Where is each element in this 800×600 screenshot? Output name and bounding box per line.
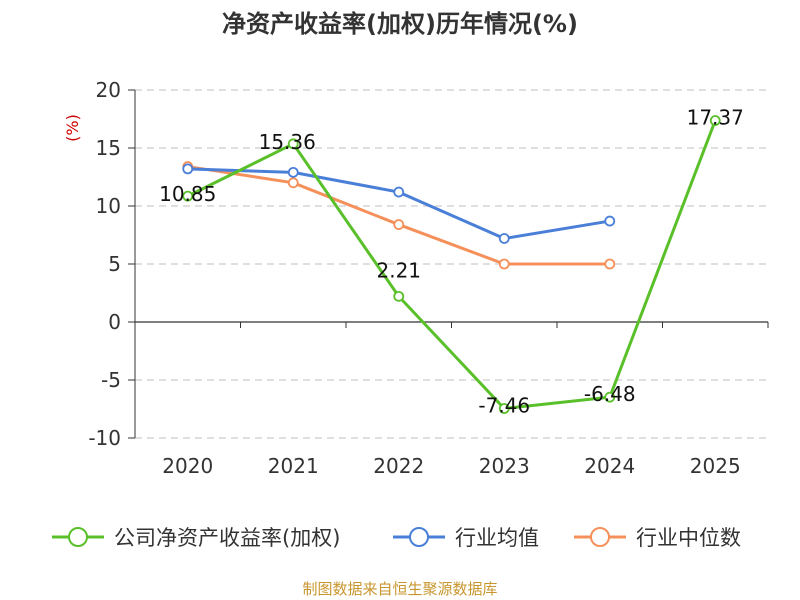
data-label: 17.37 — [687, 106, 744, 130]
y-tick-label: 10 — [96, 194, 121, 218]
legend[interactable]: 公司净资产收益率(加权) 行业均值 行业中位数 — [52, 526, 741, 550]
chart-title: 净资产收益率(加权)历年情况(%) — [222, 10, 578, 38]
legend-marker — [409, 527, 429, 547]
data-point[interactable] — [604, 215, 616, 227]
y-tick-label: 15 — [96, 136, 121, 160]
data-point[interactable] — [604, 258, 616, 270]
data-point[interactable] — [709, 115, 721, 126]
data-label: -7.46 — [478, 394, 530, 418]
data-label: -6.48 — [584, 382, 636, 406]
data-labels: 10.85 15.36 2.21 -7.46 -6.48 17.37 — [159, 106, 744, 418]
data-point[interactable] — [393, 186, 405, 198]
x-tick-label: 2024 — [584, 454, 635, 478]
data-point[interactable] — [287, 177, 299, 189]
data-point[interactable] — [498, 403, 510, 414]
data-label: 10.85 — [159, 182, 216, 206]
series-lines — [182, 115, 721, 414]
source-note: 制图数据来自恒生聚源数据库 — [302, 580, 497, 598]
data-point[interactable] — [498, 233, 510, 244]
x-tick-label: 2021 — [268, 454, 319, 478]
y-tick-label: -10 — [88, 426, 121, 450]
data-point[interactable] — [498, 258, 510, 270]
y-axis-label: (%) — [63, 114, 82, 142]
legend-marker — [68, 527, 88, 547]
x-tick-label: 2022 — [373, 454, 424, 478]
data-point[interactable] — [182, 163, 194, 175]
legend-marker — [590, 527, 610, 547]
legend-label: 公司净资产收益率(加权) — [114, 526, 340, 550]
x-tick-label: 2025 — [690, 454, 741, 478]
y-tick-label: 0 — [108, 310, 121, 334]
data-point[interactable] — [287, 138, 299, 150]
axes: 20 15 10 5 0 -5 -10 2020 2021 2022 2023 2024 2025 — [88, 78, 769, 478]
legend-item[interactable]: 公司净资产收益率(加权) — [52, 526, 340, 550]
x-tick-label: 2020 — [162, 454, 213, 478]
legend-item[interactable]: 行业均值 — [393, 526, 539, 550]
data-point[interactable] — [287, 166, 299, 178]
data-label: 15.36 — [259, 130, 316, 154]
series-line — [187, 165, 610, 266]
data-point[interactable] — [604, 391, 616, 403]
y-tick-label: -5 — [101, 368, 121, 392]
x-tick-label: 2023 — [479, 454, 530, 478]
y-tick-label: 5 — [108, 252, 121, 276]
legend-item[interactable]: 行业中位数 — [574, 526, 741, 550]
data-point[interactable] — [182, 190, 194, 202]
data-point[interactable] — [393, 290, 405, 302]
grid-lines — [135, 89, 768, 439]
data-label: 2.21 — [376, 258, 421, 282]
legend-label: 行业均值 — [455, 526, 539, 550]
data-point[interactable] — [393, 219, 405, 230]
legend-label: 行业中位数 — [636, 526, 741, 550]
y-tick-label: 20 — [96, 78, 121, 102]
series-line — [187, 119, 717, 411]
